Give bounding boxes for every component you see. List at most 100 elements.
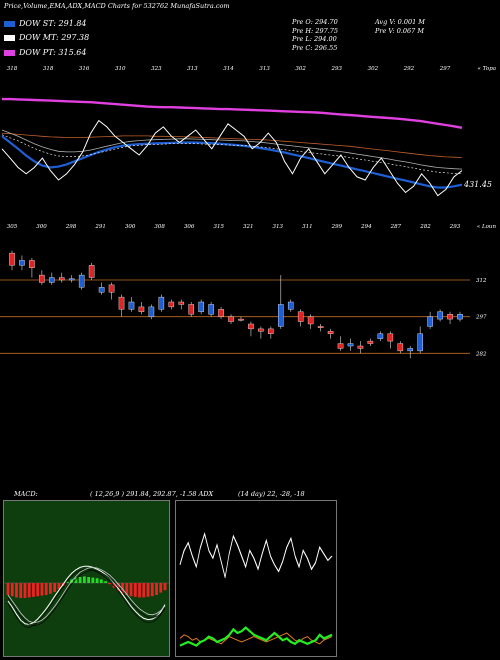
macd-histogram-bar <box>138 583 141 598</box>
macd-histogram-bar <box>95 578 99 583</box>
legend-item-st: DOW ST: 291.84 <box>4 19 87 28</box>
candle-body <box>427 316 433 327</box>
candle-body <box>307 316 314 325</box>
candle-body <box>387 333 394 342</box>
adx-chart <box>179 531 333 647</box>
price-top-label: 298 <box>65 224 77 230</box>
candle-body <box>367 340 374 344</box>
info-col-prev: Pre O: 294.70 Pre H: 297.75 Pre L: 294.0… <box>292 18 338 52</box>
macd-histogram-bar <box>91 577 95 583</box>
macd-histogram-bar <box>27 583 31 598</box>
candle-body <box>268 328 274 334</box>
candle-body <box>337 343 344 349</box>
ema-top-label: 297 <box>439 66 451 72</box>
candle-body <box>29 260 35 268</box>
info-avg-volume: Avg V: 0.001 M <box>375 18 425 26</box>
macd-shadow-line-2 <box>7 570 166 626</box>
candle-body <box>317 326 324 328</box>
macd-histogram-bar <box>23 583 27 598</box>
macd-label: MACD: <box>14 490 38 498</box>
candle-body <box>287 301 294 310</box>
info-col-volume: Avg V: 0.001 M Pre V: 0.067 M <box>375 18 425 35</box>
ema-top-label: 313 <box>259 66 270 72</box>
macd-chart <box>4 565 169 628</box>
candle-body <box>198 301 204 312</box>
ema-top-label: 293 <box>331 66 343 72</box>
adx-white-line <box>179 531 333 579</box>
macd-histogram-bar <box>121 583 124 594</box>
ema-dashed-line <box>1 134 463 175</box>
candle-body <box>128 301 135 310</box>
candle-body <box>138 306 145 312</box>
price-top-label: 311 <box>302 224 313 230</box>
price-level-label: 282 <box>475 351 487 357</box>
macd-histogram-bar <box>82 576 86 583</box>
price-top-label: 308 <box>154 224 165 230</box>
price-top-label: 305 <box>7 224 18 230</box>
candle-body <box>188 304 195 315</box>
macd-line-1 <box>7 565 166 625</box>
legend-swatch-white <box>4 34 15 41</box>
candle-body <box>88 265 95 278</box>
macd-histogram-bar <box>74 577 78 583</box>
legend-swatch-magenta <box>4 49 15 56</box>
candle-body <box>258 328 264 332</box>
candle-body <box>278 304 284 327</box>
macd-values: ( 12,26,9 ) 291.84, 292.87, -1.58 ADX <box>90 490 214 498</box>
price-top-label: 293 <box>449 224 461 230</box>
ema-top-label: 316 <box>79 66 90 72</box>
candle-body <box>148 306 155 317</box>
legend-item-mt: DOW MT: 297.38 <box>4 33 89 42</box>
ema-series-2 <box>1 129 463 170</box>
candle-body <box>58 277 65 281</box>
ema-top-label: 318 <box>43 66 54 72</box>
macd-shadow-line-1 <box>7 568 166 628</box>
macd-histogram-bar <box>10 583 14 597</box>
candle-body <box>118 296 125 310</box>
macd-histogram-bar <box>99 579 103 583</box>
adx-values: (14 day) 22, -28, -18 <box>238 490 305 498</box>
candle-body <box>208 304 214 315</box>
macd-histogram-bar <box>155 583 158 595</box>
legend-label-mt: DOW MT: 297.38 <box>19 33 90 42</box>
macd-histogram-bar <box>150 583 154 597</box>
chart-header: Price,Volume,EMA,ADX,MACD Charts for 532… <box>4 2 230 10</box>
macd-histogram-bar <box>32 583 35 597</box>
macd-histogram-bar <box>78 577 82 583</box>
ema-top-label: 323 <box>151 66 162 72</box>
candle-body <box>397 343 404 352</box>
ema-top-label: 318 <box>7 66 18 72</box>
macd-histogram-bar <box>44 583 48 595</box>
legend-label-pt: DOW PT: 315.64 <box>19 48 87 57</box>
adx-green-line <box>179 626 333 647</box>
candle-body <box>437 311 443 320</box>
price-top-label: 306 <box>184 224 195 230</box>
candle-body <box>168 301 175 308</box>
candle-body <box>49 277 55 283</box>
macd-histogram-bar <box>125 583 129 595</box>
candle-body <box>297 311 304 322</box>
adx-panel <box>175 500 337 657</box>
candle-body <box>68 278 75 281</box>
ema-value-label: 431.45 <box>463 180 492 189</box>
ema-top-label: 292 <box>403 66 415 72</box>
candle-body <box>218 309 224 317</box>
macd-line-2 <box>7 566 166 624</box>
candle-body <box>9 252 15 266</box>
info-pre-open: Pre O: 294.70 <box>292 18 338 26</box>
price-top-label: 315 <box>213 224 224 230</box>
candle-body <box>457 314 463 320</box>
candle-body <box>377 333 384 339</box>
price-top-label: 294 <box>360 224 372 230</box>
price-top-label: 287 <box>390 224 402 230</box>
site-name: MunafaSutra.com <box>170 2 230 10</box>
candle-body <box>98 287 105 293</box>
macd-histogram-bar <box>49 583 52 594</box>
info-pre-close: Pre C: 296.55 <box>292 43 338 52</box>
legend-swatch-blue <box>4 20 15 27</box>
macd-histogram-bar <box>142 583 146 598</box>
ema-top-label: 314 <box>223 66 234 72</box>
price-top-label: 300 <box>125 224 136 230</box>
candle-body <box>108 284 115 293</box>
macd-histogram-bar <box>112 583 116 588</box>
